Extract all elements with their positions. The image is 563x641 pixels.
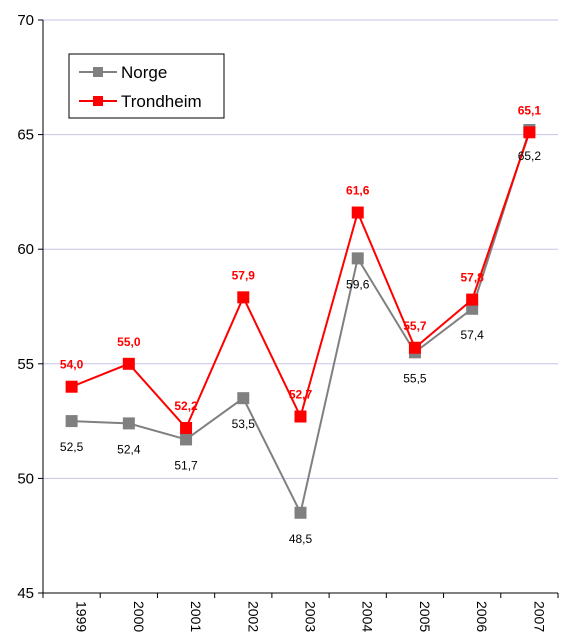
legend: Norge Trondheim [68, 53, 225, 119]
marker-trondheim-2003 [294, 410, 307, 423]
x-tick-label-2006: 2006 [474, 601, 490, 632]
marker-norge-2006 [466, 302, 479, 315]
y-tick-label-65: 65 [17, 127, 34, 144]
legend-box [68, 53, 225, 119]
series-lines [65, 124, 536, 519]
data-label-trondheim-2004: 61,6 [346, 184, 370, 198]
legend-norge-marker [93, 67, 103, 77]
data-label-norge-2000: 52,4 [117, 442, 141, 456]
data-label-norge-2005: 55,5 [403, 371, 427, 385]
marker-norge-2001 [180, 433, 193, 446]
marker-trondheim-1999 [65, 380, 78, 393]
x-tick-label-2003: 2003 [303, 601, 319, 632]
marker-trondheim-2000 [122, 357, 135, 370]
data-label-trondheim-2005: 55,7 [403, 319, 427, 333]
y-tick-label-60: 60 [17, 241, 34, 258]
axes: 45 50 55 60 65 70 1999 2000 2001 2002 2003 2004 2005… [17, 12, 559, 632]
data-label-norge-1999: 52,5 [60, 440, 84, 454]
data-label-trondheim-2000: 55,0 [117, 335, 141, 349]
legend-trondheim-marker [93, 96, 103, 106]
marker-norge-1999 [65, 415, 78, 428]
data-label-norge-2004: 59,6 [346, 277, 370, 291]
data-label-norge-2001: 51,7 [174, 458, 198, 472]
data-label-trondheim-2002: 57,9 [232, 268, 256, 282]
data-label-norge-2007: 65,2 [518, 149, 542, 163]
x-tick-label-1999: 1999 [74, 601, 90, 632]
data-labels: 52,5 52,4 51,7 53,5 48,5 59,6 55,5 57,4 65,2 54,0… [60, 103, 541, 545]
x-tick-label-2005: 2005 [417, 601, 433, 632]
x-tick-label-2001: 2001 [188, 601, 204, 632]
data-label-norge-2003: 48,5 [289, 532, 313, 546]
marker-norge-2003 [294, 506, 307, 519]
marker-norge-2002 [237, 392, 250, 405]
marker-trondheim-2006 [466, 293, 479, 306]
data-label-norge-2006: 57,4 [460, 328, 484, 342]
y-tick-label-55: 55 [17, 356, 34, 373]
data-label-trondheim-2007: 65,1 [518, 103, 542, 117]
marker-norge-2000 [122, 417, 135, 430]
x-tick-label-2007: 2007 [531, 601, 547, 632]
data-label-trondheim-2001: 52,2 [174, 399, 198, 413]
marker-trondheim-2002 [237, 291, 250, 304]
x-tick-label-2000: 2000 [131, 601, 147, 632]
marker-trondheim-2004 [351, 206, 364, 219]
y-tick-label-70: 70 [17, 12, 34, 29]
x-tick-label-2004: 2004 [360, 601, 376, 632]
legend-norge-label: Norge [121, 63, 167, 82]
marker-trondheim-2001 [180, 421, 193, 434]
data-label-norge-2002: 53,5 [232, 417, 256, 431]
data-label-trondheim-2006: 57,8 [460, 271, 484, 285]
legend-trondheim-label: Trondheim [121, 92, 202, 111]
x-tick-label-2002: 2002 [245, 601, 261, 632]
y-tick-label-45: 45 [17, 585, 34, 602]
marker-norge-2004 [351, 252, 364, 265]
marker-trondheim-2005 [408, 341, 421, 354]
marker-trondheim-2007 [523, 126, 536, 139]
data-label-trondheim-2003: 52,7 [289, 388, 313, 402]
data-label-trondheim-1999: 54,0 [60, 358, 84, 372]
y-tick-label-50: 50 [17, 470, 34, 487]
